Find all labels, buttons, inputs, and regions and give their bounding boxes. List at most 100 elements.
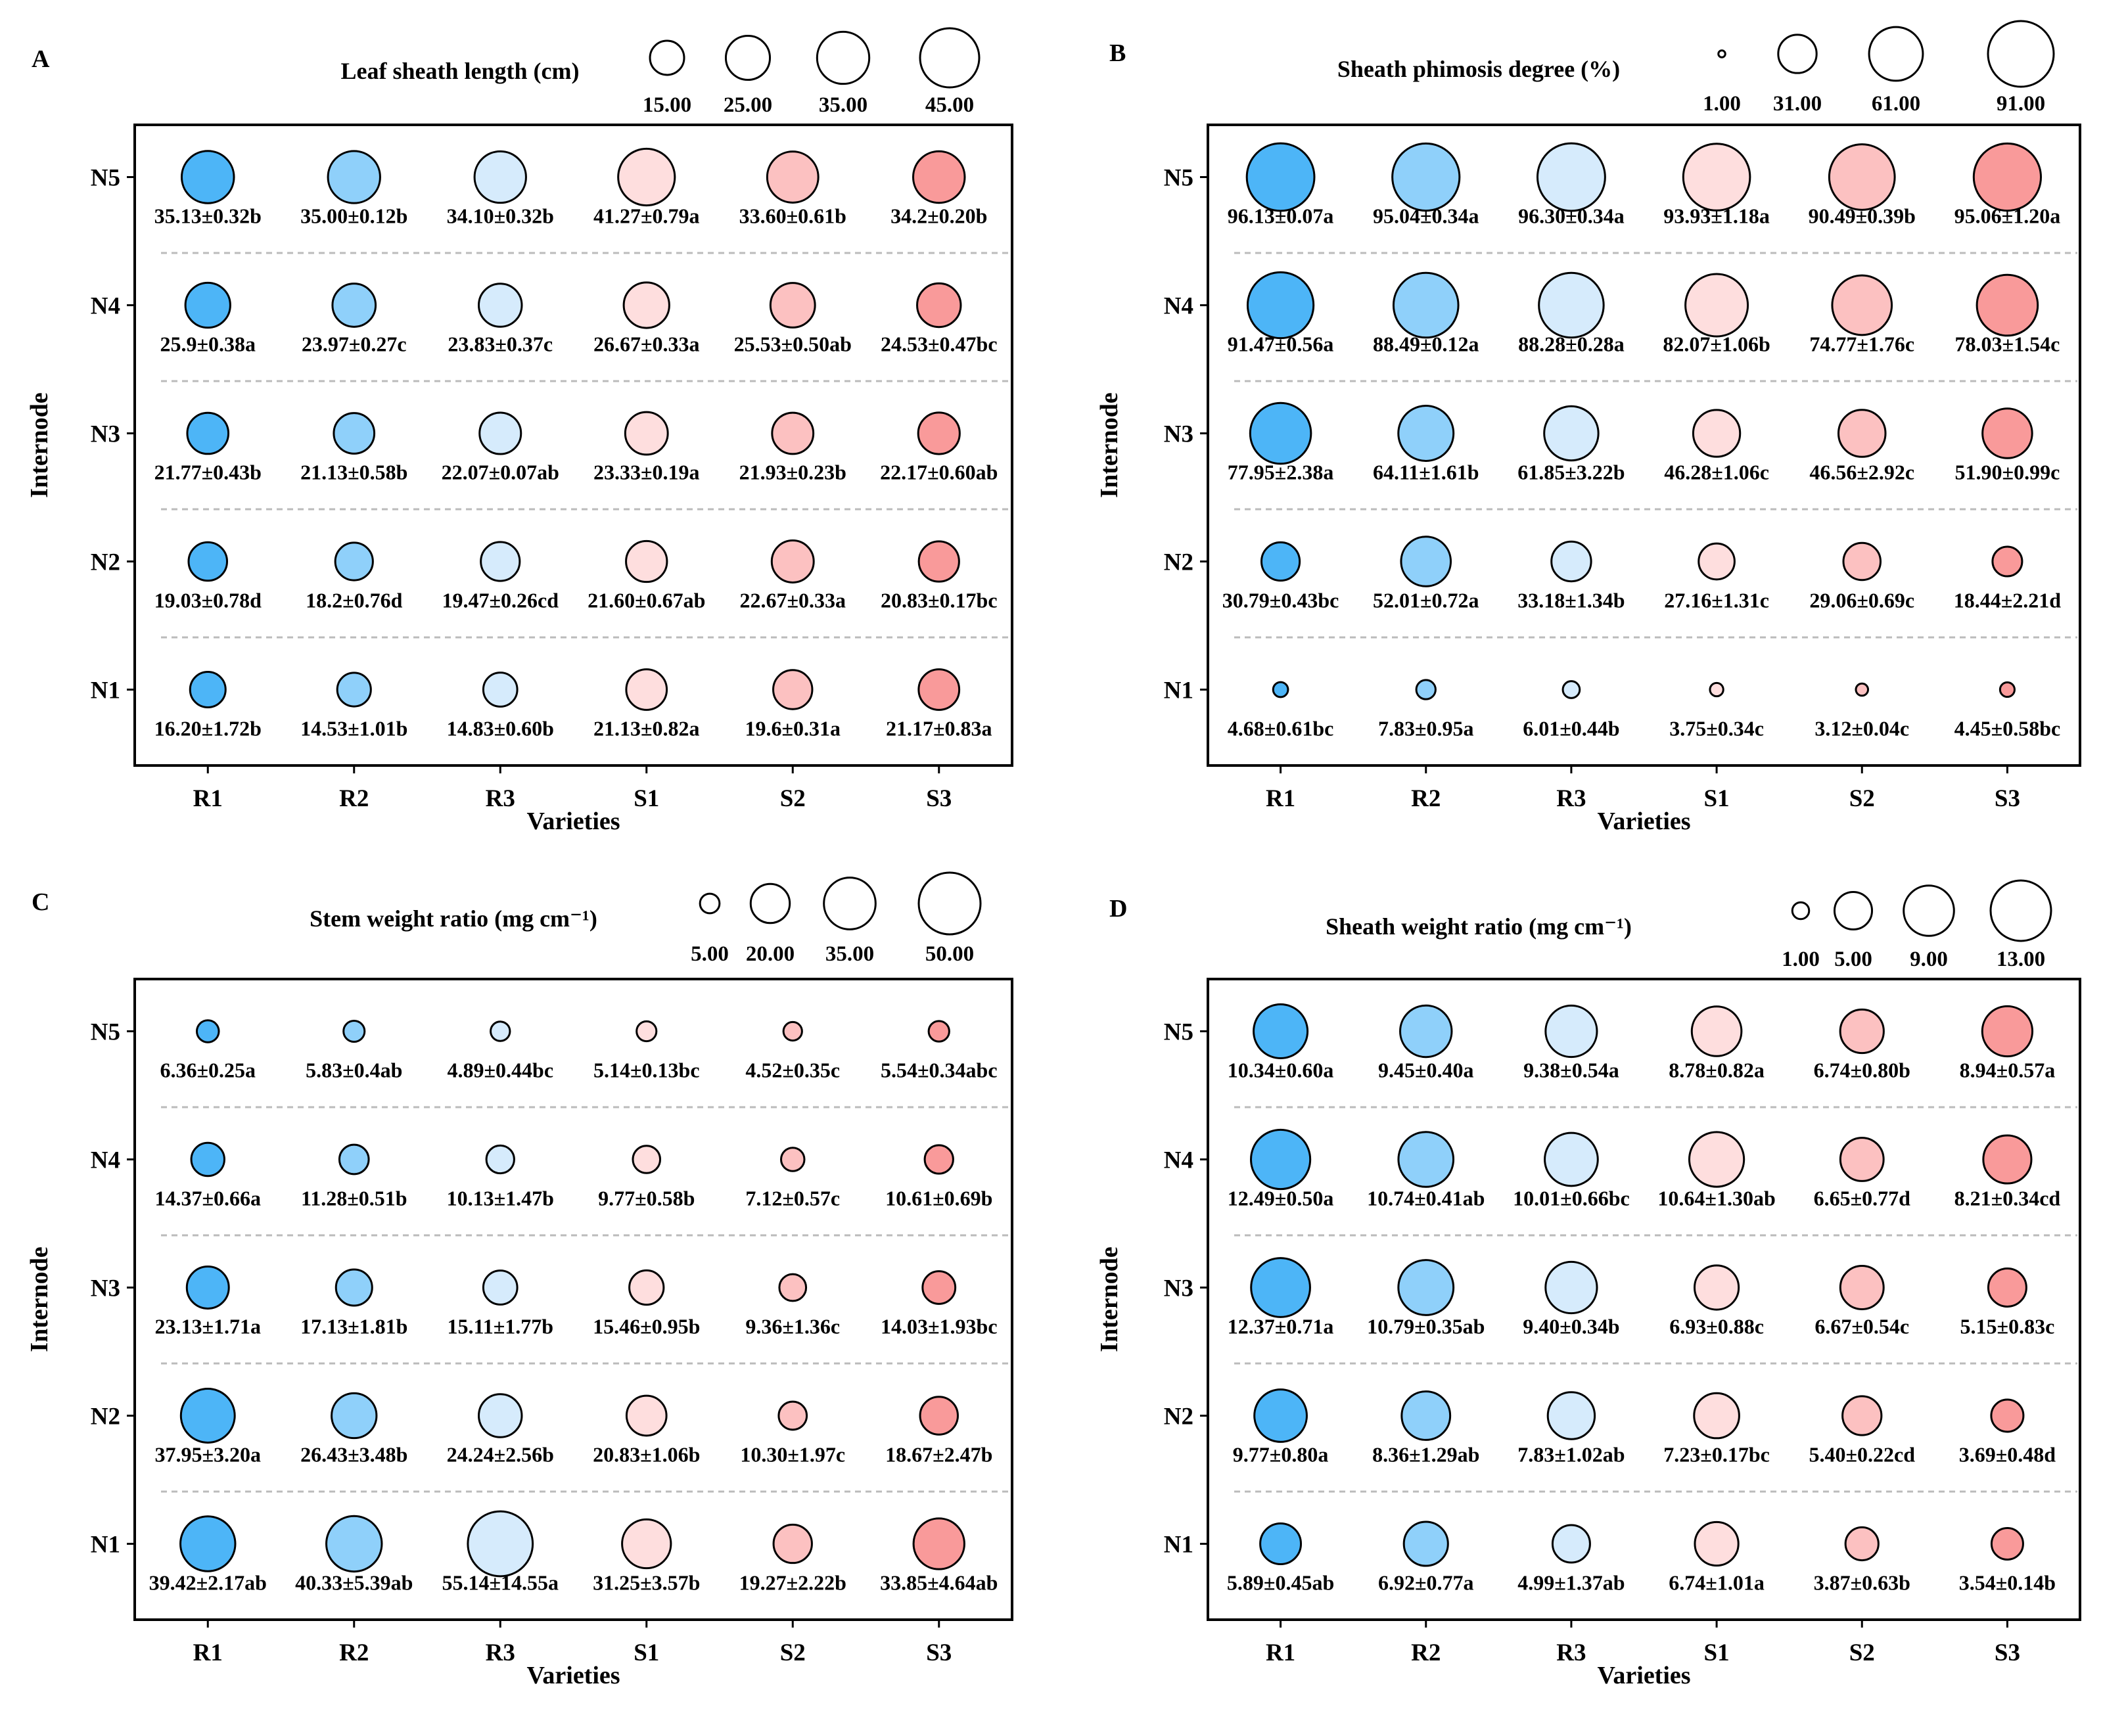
bubble-S1-N4 bbox=[622, 281, 670, 329]
bubble-S1-N3 bbox=[1692, 409, 1742, 458]
bubble-S1-N3 bbox=[1693, 1264, 1740, 1311]
data-label: 5.83±0.4ab bbox=[306, 1059, 402, 1082]
y-axis-label: Internode bbox=[1096, 392, 1123, 497]
legend-size-circle bbox=[1791, 901, 1811, 921]
data-label: 25.9±0.38a bbox=[160, 332, 256, 356]
data-label: 31.25±3.57b bbox=[593, 1571, 700, 1595]
x-tick-label: S1 bbox=[634, 1639, 659, 1666]
y-axis-label: Internode bbox=[26, 1246, 53, 1352]
data-label: 39.42±2.17ab bbox=[149, 1571, 267, 1595]
panel-B: B Sheath phimosis degree (%) 1.00 31.00 61.0… bbox=[1096, 20, 2081, 835]
data-label: 19.27±2.22b bbox=[739, 1571, 846, 1595]
bubble-R2-N2 bbox=[334, 541, 374, 582]
bubble-S3-N3 bbox=[917, 411, 961, 455]
data-label: 26.67±0.33a bbox=[593, 332, 700, 356]
data-label: 7.83±1.02ab bbox=[1517, 1443, 1625, 1467]
x-tick-label: R1 bbox=[193, 1639, 223, 1666]
data-label: 18.44±2.21d bbox=[1954, 589, 2062, 612]
data-label: 8.21±0.34cd bbox=[1954, 1187, 2061, 1210]
data-label: 6.65±0.77d bbox=[1814, 1187, 1911, 1210]
bubble-R1-N5 bbox=[1245, 142, 1316, 212]
bubble-R3-N1 bbox=[482, 672, 519, 708]
data-label: 6.93±0.88c bbox=[1669, 1315, 1764, 1338]
y-tick-label: N5 bbox=[91, 1019, 120, 1046]
chart-title: Sheath phimosis degree (%) bbox=[1337, 56, 1620, 82]
bubble-S1-N4 bbox=[1688, 1131, 1745, 1188]
panel-letter: C bbox=[32, 888, 49, 916]
bubble-S1-N1 bbox=[625, 668, 668, 711]
bubble-R1-N1 bbox=[1272, 681, 1289, 698]
bubble-S1-N2 bbox=[1698, 542, 1736, 581]
bubble-R1-N5 bbox=[1253, 1003, 1309, 1060]
panel-letter: B bbox=[1109, 39, 1126, 67]
data-label: 5.15±0.83c bbox=[1960, 1315, 2055, 1338]
y-tick-label: N3 bbox=[1164, 421, 1193, 448]
bubble-S2-N3 bbox=[778, 1273, 808, 1302]
data-label: 24.53±0.47bc bbox=[881, 332, 998, 356]
data-label: 93.93±1.18a bbox=[1663, 204, 1770, 228]
data-label: 10.34±0.60a bbox=[1228, 1059, 1334, 1082]
y-tick-label: N1 bbox=[1164, 677, 1193, 704]
bubble-R1-N3 bbox=[185, 1266, 230, 1310]
y-tick-label: N5 bbox=[1164, 1019, 1193, 1046]
data-label: 74.77±1.76c bbox=[1809, 332, 1914, 356]
panel-D: D Sheath weight ratio (mg cm⁻¹) 1.00 5.00 9.… bbox=[1096, 879, 2081, 1689]
bubble-R3-N3 bbox=[1544, 1260, 1598, 1315]
x-tick-label: S2 bbox=[780, 1639, 806, 1666]
bubble-R1-N2 bbox=[179, 1388, 236, 1444]
bubble-R2-N5 bbox=[327, 150, 381, 204]
legend-size-circle bbox=[1987, 20, 2055, 88]
bubble-S1-N3 bbox=[624, 411, 669, 456]
data-label: 95.04±0.34a bbox=[1373, 204, 1479, 228]
data-label: 41.27±0.79a bbox=[593, 204, 700, 228]
data-label: 23.33±0.19a bbox=[593, 461, 700, 484]
bubble-S3-N5 bbox=[927, 1020, 950, 1043]
bubble-S3-N5 bbox=[1972, 142, 2043, 212]
bubble-R2-N1 bbox=[325, 1515, 383, 1573]
data-label: 61.85±3.22b bbox=[1517, 461, 1625, 484]
data-label: 23.83±0.37c bbox=[448, 332, 553, 356]
y-axis-label: Internode bbox=[1096, 1246, 1123, 1352]
legend-label: 9.00 bbox=[1910, 948, 1948, 971]
x-tick-label: R2 bbox=[339, 785, 369, 812]
bubble-S1-N5 bbox=[617, 147, 676, 207]
data-label: 15.11±1.77b bbox=[447, 1315, 553, 1338]
bubble-S2-N2 bbox=[1842, 541, 1882, 582]
bubble-S2-N1 bbox=[772, 669, 814, 710]
y-tick-label: N2 bbox=[1164, 549, 1193, 576]
bubble-R1-N1 bbox=[189, 671, 227, 708]
y-tick-label: N4 bbox=[1164, 293, 1193, 320]
data-label: 14.53±1.01b bbox=[300, 717, 407, 741]
bubble-S3-N3 bbox=[1981, 407, 2033, 459]
bubble-R1-N3 bbox=[1250, 1257, 1311, 1318]
chart-title: Leaf sheath length (cm) bbox=[341, 58, 580, 84]
y-tick-label: N3 bbox=[1164, 1275, 1193, 1302]
legend-size-circle bbox=[816, 30, 871, 85]
data-label: 6.36±0.25a bbox=[160, 1059, 256, 1082]
bubble-R1-N2 bbox=[187, 541, 229, 582]
legend-label: 1.00 bbox=[1782, 948, 1820, 971]
data-label: 82.07±1.06b bbox=[1663, 332, 1770, 356]
data-label: 4.68±0.61bc bbox=[1228, 717, 1334, 741]
data-label: 96.30±0.34a bbox=[1518, 204, 1625, 228]
data-label: 78.03±1.54c bbox=[1955, 332, 2060, 356]
bubble-S2-N5 bbox=[766, 150, 820, 204]
bubble-R3-N4 bbox=[485, 1144, 515, 1175]
bubble-S2-N5 bbox=[1828, 143, 1896, 211]
y-tick-label: N5 bbox=[91, 165, 120, 192]
bubble-R1-N1 bbox=[1259, 1522, 1303, 1565]
legend-size-circle bbox=[724, 34, 772, 81]
x-tick-label: S3 bbox=[926, 1639, 952, 1666]
bubble-R1-N3 bbox=[1249, 401, 1312, 465]
bubble-S3-N2 bbox=[917, 540, 960, 583]
plot-frame bbox=[1207, 124, 2081, 767]
bubble-R2-N4 bbox=[338, 1143, 370, 1176]
bubble-S1-N1 bbox=[1709, 681, 1724, 698]
chart-title: Sheath weight ratio (mg cm⁻¹) bbox=[1326, 913, 1632, 940]
bubble-R3-N4 bbox=[478, 283, 523, 328]
y-tick-label: N5 bbox=[1164, 165, 1193, 192]
data-label: 16.20±1.72b bbox=[154, 717, 262, 741]
data-label: 52.01±0.72a bbox=[1373, 589, 1479, 612]
legend-size-circle bbox=[1833, 890, 1874, 931]
data-label: 77.95±2.38a bbox=[1228, 461, 1334, 484]
